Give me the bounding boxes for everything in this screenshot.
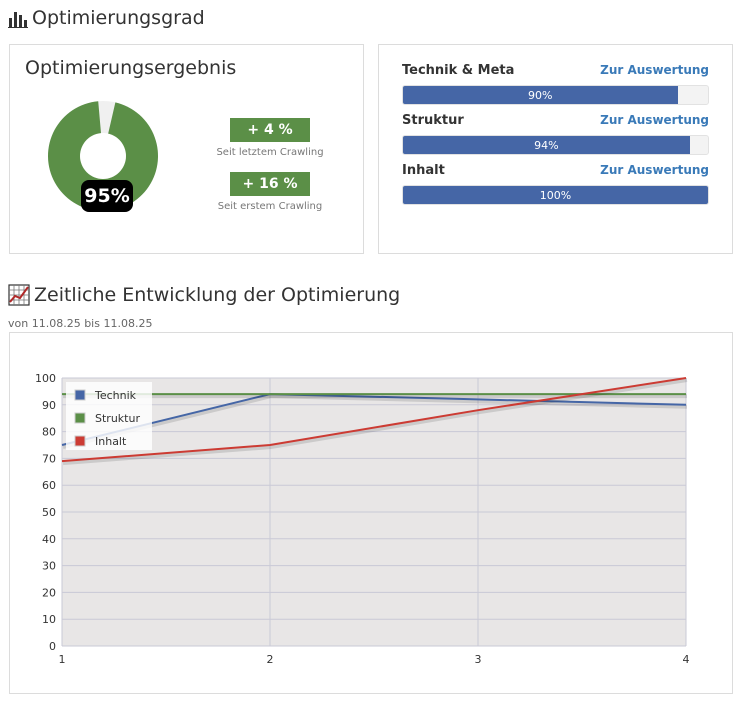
progress-fill-struktur: 94% <box>403 136 690 154</box>
y-tick-label: 0 <box>49 640 56 653</box>
x-tick-label: 3 <box>475 653 482 666</box>
y-tick-label: 100 <box>35 372 56 385</box>
legend-swatch <box>74 412 86 424</box>
gain-since-first-badge: + 16 % <box>230 172 310 196</box>
timeline-line-chart: 0 10 20 30 40 50 60 70 80 90 100 1 2 3 4 Technik Struktu… <box>35 372 690 666</box>
timeline-title: Zeitliche Entwicklung der Optimierung <box>34 284 401 306</box>
timeline-chart-panel: 0 10 20 30 40 50 60 70 80 90 100 1 2 3 4 Technik Struktu… <box>9 332 733 694</box>
section-header-optimierungsgrad: Optimierungsgrad <box>8 6 205 30</box>
x-tick-label: 4 <box>683 653 690 666</box>
x-tick-label: 2 <box>267 653 274 666</box>
result-panel-title: Optimierungsergebnis <box>25 57 237 79</box>
result-panel: Optimierungsergebnis 95% + 4 % Seit letz… <box>9 44 364 254</box>
y-tick-label: 70 <box>42 452 56 465</box>
legend-swatch <box>74 435 86 447</box>
metrics-panel: Technik & Meta Zur Auswertung 90% Strukt… <box>378 44 733 254</box>
y-tick-label: 40 <box>42 533 56 546</box>
legend-label: Inhalt <box>95 435 127 448</box>
series-line-technik <box>61 393 687 446</box>
progress-technik: 90% <box>402 85 709 105</box>
gain-since-last-caption: Seit letztem Crawling <box>216 147 324 158</box>
progress-struktur: 94% <box>402 135 709 155</box>
legend-swatch <box>74 389 86 401</box>
gain-since-last-badge: + 4 % <box>230 118 310 142</box>
bar-chart-icon <box>8 12 28 28</box>
legend-label: Struktur <box>95 412 140 425</box>
y-tick-label: 30 <box>42 560 56 573</box>
y-tick-label: 60 <box>42 479 56 492</box>
link-technik-auswertung[interactable]: Zur Auswertung <box>600 63 709 77</box>
progress-inhalt: 100% <box>402 185 709 205</box>
y-tick-label: 90 <box>42 399 56 412</box>
metric-label-struktur: Struktur <box>402 113 464 128</box>
progress-fill-technik: 90% <box>403 86 678 104</box>
series-shadow <box>62 378 688 466</box>
section-header-timeline: Zeitliche Entwicklung der Optimierung <box>8 284 400 306</box>
metric-label-technik: Technik & Meta <box>402 63 515 78</box>
y-tick-label: 10 <box>42 613 56 626</box>
y-tick-label: 80 <box>42 426 56 439</box>
y-tick-label: 20 <box>42 586 56 599</box>
gain-since-first-caption: Seit erstem Crawling <box>217 201 323 212</box>
progress-fill-inhalt: 100% <box>403 186 708 204</box>
series-shadow <box>62 394 688 449</box>
legend-label: Technik <box>94 389 137 402</box>
y-tick-label: 50 <box>42 506 56 519</box>
link-struktur-auswertung[interactable]: Zur Auswertung <box>600 113 709 127</box>
section-title: Optimierungsgrad <box>32 7 205 29</box>
metric-label-inhalt: Inhalt <box>402 163 445 178</box>
line-chart-icon <box>8 284 30 306</box>
link-inhalt-auswertung[interactable]: Zur Auswertung <box>600 163 709 177</box>
x-tick-label: 1 <box>59 653 66 666</box>
score-percent-badge: 95% <box>81 180 133 212</box>
date-range: von 11.08.25 bis 11.08.25 <box>8 317 153 330</box>
series-line-inhalt <box>61 377 687 463</box>
